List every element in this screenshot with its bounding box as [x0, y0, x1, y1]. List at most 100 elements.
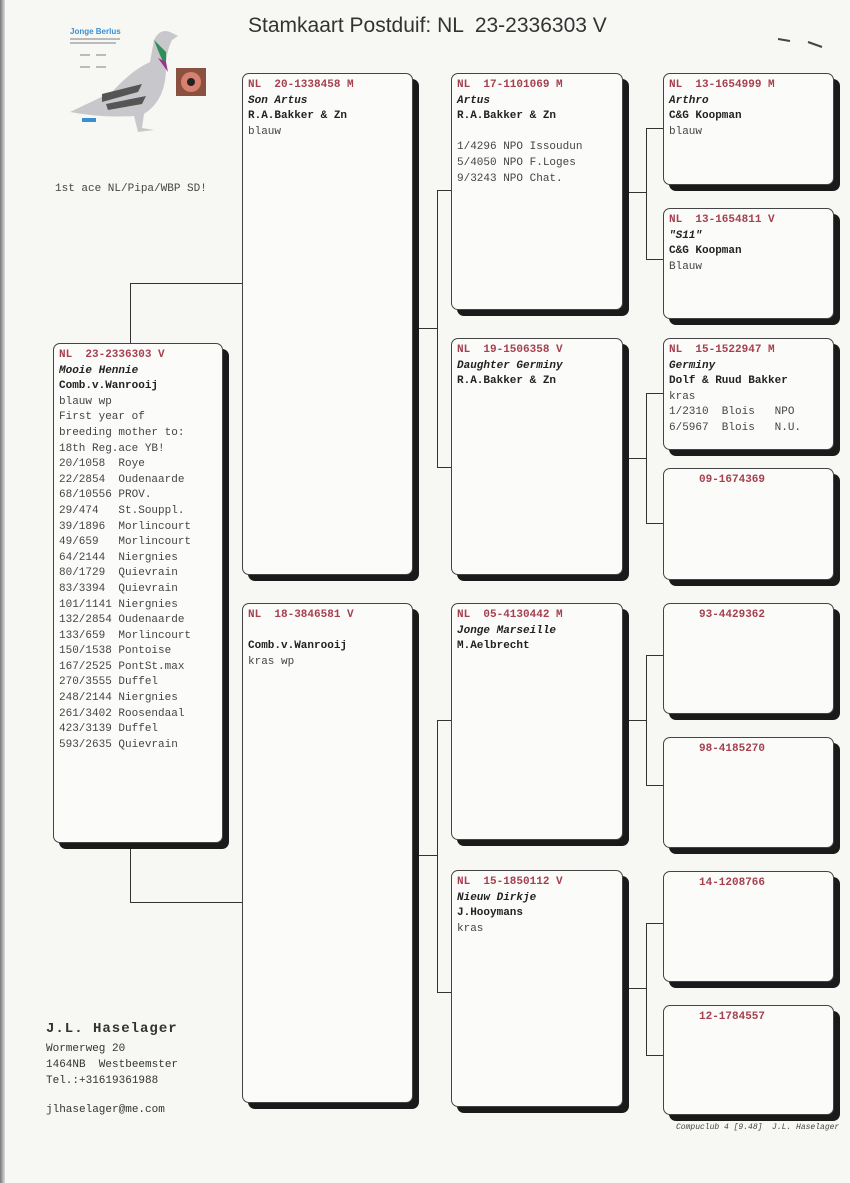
pigeon-name	[248, 624, 407, 640]
ring-number: NL 20-1338458 M	[248, 79, 354, 91]
pigeon-card-dss[interactable]: 93-4429362	[663, 603, 834, 714]
owner-name: J.Hooymans	[457, 907, 524, 920]
breeder-email[interactable]: jlhaselager@me.com	[46, 1104, 165, 1116]
connector-line	[437, 992, 451, 993]
connector-line	[437, 190, 438, 467]
scan-marks	[778, 38, 823, 48]
detail-line: 80/1729 Quievrain	[59, 567, 178, 580]
detail-line: 270/3555 Duffel	[59, 676, 159, 689]
owner-name: R.A.Bakker & Zn	[457, 110, 557, 123]
ring-number: 09-1674369	[699, 474, 766, 486]
ring-number: NL 18-3846581 V	[248, 609, 354, 621]
detail-line: 20/1058 Roye	[59, 458, 145, 471]
ring-number: 12-1784557	[699, 1011, 766, 1023]
ring-number: NL 17-1101069 M	[457, 79, 563, 91]
breeder-street: Wormerweg 20	[46, 1043, 126, 1055]
pigeon-card-dam[interactable]: NL 18-3846581 V Comb.v.Wanrooij kras wp	[242, 603, 413, 1103]
connector-line	[130, 283, 242, 284]
pigeon-name: Artus	[457, 94, 491, 107]
scan-edge	[0, 0, 5, 1183]
owner-name: R.A.Bakker & Zn	[248, 110, 348, 123]
detail-line: First year of	[59, 411, 145, 424]
detail-line: 1/2310 Blois NPO	[669, 406, 795, 419]
pigeon-card-sdd[interactable]: 09-1674369	[663, 468, 834, 580]
breeder-city: 1464NB Westbeemster	[46, 1059, 179, 1071]
detail-line: Blauw	[669, 260, 703, 273]
detail-line	[457, 125, 617, 141]
breeder-info: J.L. Haselager Wormerweg 20 1464NB Westb…	[46, 1021, 178, 1118]
ring-number: NL 13-1654999 M	[669, 79, 775, 91]
connector-line	[646, 128, 663, 129]
ring-number: NL 15-1850112 V	[457, 876, 563, 888]
ring-number: NL 23-2336303 V	[59, 349, 165, 361]
software-footer: Compuclub 4 [9.48] J.L. Haselager	[676, 1123, 840, 1132]
ring-number: 93-4429362	[699, 609, 766, 621]
connector-line	[646, 655, 647, 785]
connector-line	[646, 128, 647, 259]
detail-line: 6/5967 Blois N.U.	[669, 421, 802, 434]
detail-line: 22/2854 Oudenaarde	[59, 473, 185, 486]
pigeon-name: Daughter Germiny	[457, 359, 563, 372]
breeder-name: J.L. Haselager	[46, 1021, 178, 1037]
owner-name: M.Aelbrecht	[457, 640, 530, 653]
detail-line: kras wp	[248, 655, 295, 668]
detail-line: blauw	[669, 125, 703, 138]
detail-line: 423/3139 Duffel	[59, 723, 159, 736]
owner-name: C&G Koopman	[669, 245, 742, 258]
connector-line	[646, 1055, 663, 1056]
connector-line	[646, 923, 663, 924]
connector-line	[646, 393, 647, 523]
pigeon-card-ds[interactable]: NL 05-4130442 M Jonge Marseille M.Aelbrech…	[451, 603, 623, 840]
connector-line	[437, 190, 451, 191]
pigeon-card-dd[interactable]: NL 15-1850112 V Nieuw Dirkje J.Hooymans kra…	[451, 870, 623, 1107]
pigeon-card-ssd[interactable]: NL 13-1654811 V "S11" C&G Koopman Blauw	[663, 208, 834, 319]
detail-line: kras	[669, 390, 696, 403]
pigeon-name: Arthro	[669, 94, 709, 107]
connector-line	[130, 283, 131, 343]
detail-line: 68/10556 PROV.	[59, 489, 152, 502]
pigeon-name: Mooie Hennie	[59, 364, 139, 377]
detail-line: 18th Reg.ace YB!	[59, 442, 165, 455]
owner-name: Comb.v.Wanrooij	[248, 640, 348, 653]
connector-line	[646, 259, 663, 260]
connector-line	[646, 923, 647, 1055]
detail-line: blauw wp	[59, 395, 112, 408]
pigeon-name: "S11"	[669, 229, 703, 242]
owner-name: Comb.v.Wanrooij	[59, 380, 159, 393]
connector-line	[130, 843, 131, 902]
connector-line	[130, 902, 242, 903]
pigeon-card-dds[interactable]: 14-1208766	[663, 871, 834, 982]
ring-number: NL 05-4130442 M	[457, 609, 563, 621]
detail-line: 39/1896 Morlincourt	[59, 520, 192, 533]
detail-line: 167/2525 PontSt.max	[59, 660, 185, 673]
detail-line: 593/2635 Quievrain	[59, 738, 178, 751]
detail-line: 49/659 Morlincourt	[59, 536, 192, 549]
pigeon-logo: Jonge Berlus	[62, 22, 212, 137]
connector-line	[437, 467, 451, 468]
pigeon-card-sds[interactable]: NL 15-1522947 M Germiny Dolf & Ruud Bakker…	[663, 338, 834, 450]
connector-line	[628, 192, 646, 193]
pigeon-card-ddd[interactable]: 12-1784557	[663, 1005, 834, 1115]
connector-line	[418, 328, 437, 329]
detail-line: breeding mother to:	[59, 426, 185, 439]
detail-line: blauw	[248, 125, 282, 138]
pigeon-card-sd[interactable]: NL 19-1506358 V Daughter Germiny R.A.Bakke…	[451, 338, 623, 575]
detail-line: 133/659 Morlincourt	[59, 629, 192, 642]
achievement-note: 1st ace NL/Pipa/WBP SD!	[55, 183, 207, 195]
connector-line	[628, 458, 646, 459]
pigeon-card-sss[interactable]: NL 13-1654999 M Arthro C&G Koopman blauw	[663, 73, 834, 185]
detail-line: 83/3394 Quievrain	[59, 582, 178, 595]
pigeon-card-main[interactable]: NL 23-2336303 V Mooie Hennie Comb.v.Wanroo…	[53, 343, 223, 843]
connector-line	[418, 855, 437, 856]
connector-line	[646, 655, 663, 656]
pigeon-name: Nieuw Dirkje	[457, 891, 537, 904]
pigeon-card-ss[interactable]: NL 17-1101069 M Artus R.A.Bakker & Zn 1/42…	[451, 73, 623, 310]
pigeon-card-dsd[interactable]: 98-4185270	[663, 737, 834, 848]
detail-line: 64/2144 Niergnies	[59, 551, 178, 564]
pigeon-name: Jonge Marseille	[457, 624, 557, 637]
detail-line: kras	[457, 922, 484, 935]
pigeon-card-sire[interactable]: NL 20-1338458 M Son Artus R.A.Bakker & Zn b…	[242, 73, 413, 575]
detail-line: 101/1141 Niergnies	[59, 598, 178, 611]
detail-line: 9/3243 NPO Chat.	[457, 172, 563, 185]
connector-line	[646, 393, 663, 394]
